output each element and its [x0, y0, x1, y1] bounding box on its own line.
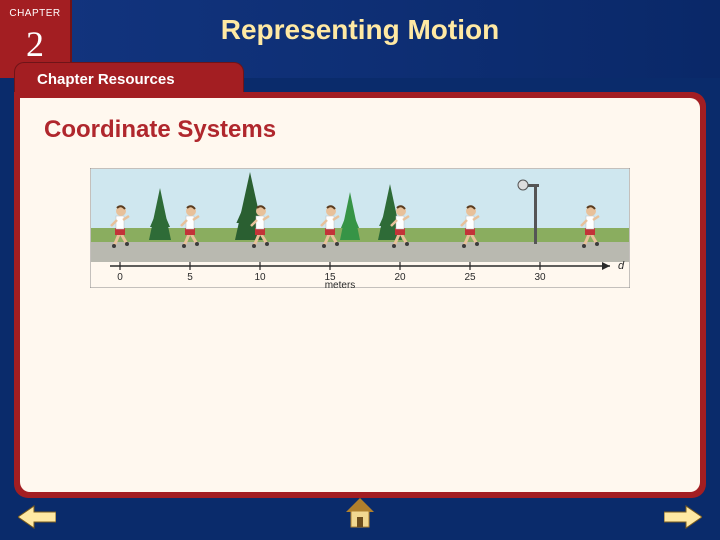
svg-text:d: d — [618, 260, 625, 272]
slide: CHAPTER 2 Representing Motion Chapter Re… — [0, 0, 720, 540]
prev-button[interactable] — [18, 504, 56, 530]
resources-tab[interactable]: Chapter Resources — [14, 62, 244, 96]
arrow-right-icon — [664, 504, 702, 530]
content-heading: Coordinate Systems — [44, 116, 676, 144]
svg-text:meters: meters — [325, 280, 356, 288]
page-title: Representing Motion — [0, 14, 720, 46]
content-frame: Coordinate Systems d051015202530meters — [14, 92, 706, 498]
motion-diagram-figure: d051015202530meters — [90, 168, 630, 288]
svg-text:10: 10 — [254, 272, 266, 283]
svg-text:25: 25 — [464, 272, 476, 283]
content-area: Coordinate Systems d051015202530meters — [20, 98, 700, 492]
home-icon — [342, 496, 378, 530]
motion-diagram-svg: d051015202530meters — [90, 168, 630, 288]
svg-text:0: 0 — [117, 272, 123, 283]
home-button[interactable] — [342, 496, 378, 530]
svg-text:20: 20 — [394, 272, 406, 283]
next-button[interactable] — [664, 504, 702, 530]
nav-bar — [0, 500, 720, 534]
svg-text:5: 5 — [187, 272, 193, 283]
svg-text:30: 30 — [534, 272, 546, 283]
arrow-left-icon — [18, 504, 56, 530]
